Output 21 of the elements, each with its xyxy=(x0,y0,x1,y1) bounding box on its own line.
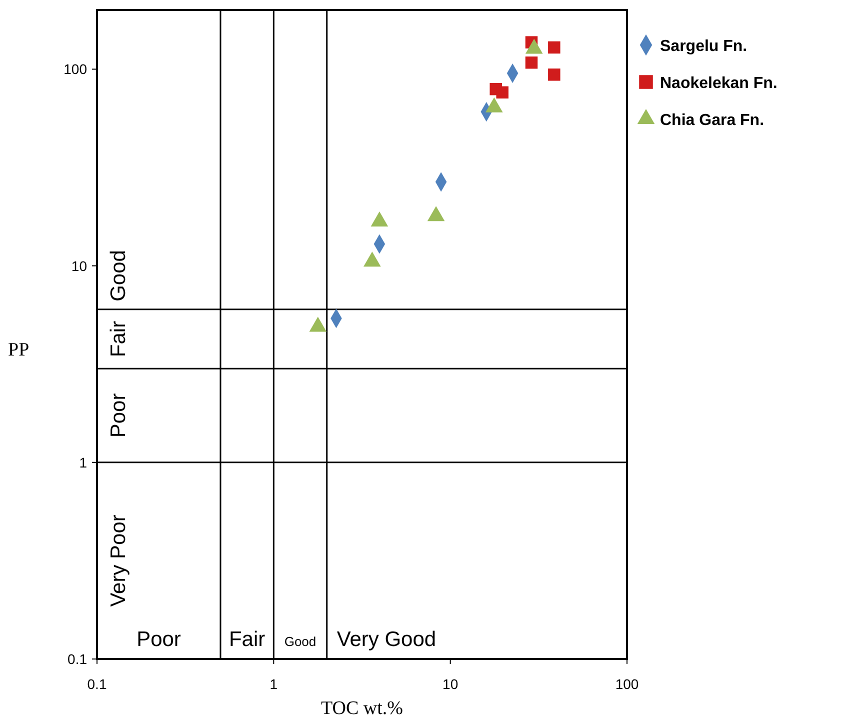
x-tick-label: 0.1 xyxy=(87,676,107,692)
legend-label: Naokelekan Fn. xyxy=(660,75,778,92)
annotation: Poor xyxy=(136,628,181,651)
annotation: Poor xyxy=(107,393,130,438)
y-tick-label: 0.1 xyxy=(68,651,88,667)
annotation: Very Good xyxy=(336,628,436,651)
annotation: Good xyxy=(107,250,130,302)
y-axis-title: PP xyxy=(8,339,30,360)
x-tick-label: 10 xyxy=(442,676,458,692)
x-tick-label: 1 xyxy=(270,676,278,692)
annotation: Good xyxy=(284,634,316,649)
x-axis-title: TOC wt.% xyxy=(321,698,404,719)
y-tick-label: 1 xyxy=(79,454,88,470)
annotation: Fair xyxy=(107,320,130,358)
annotation: Very Poor xyxy=(107,514,130,607)
annotation: Fair xyxy=(228,628,266,651)
legend-label: Sargelu Fn. xyxy=(660,38,748,55)
x-tick-label: 100 xyxy=(615,676,639,692)
y-tick-label: 100 xyxy=(64,61,88,78)
y-tick-label: 10 xyxy=(71,258,88,274)
legend-label: Chia Gara Fn. xyxy=(660,112,764,129)
